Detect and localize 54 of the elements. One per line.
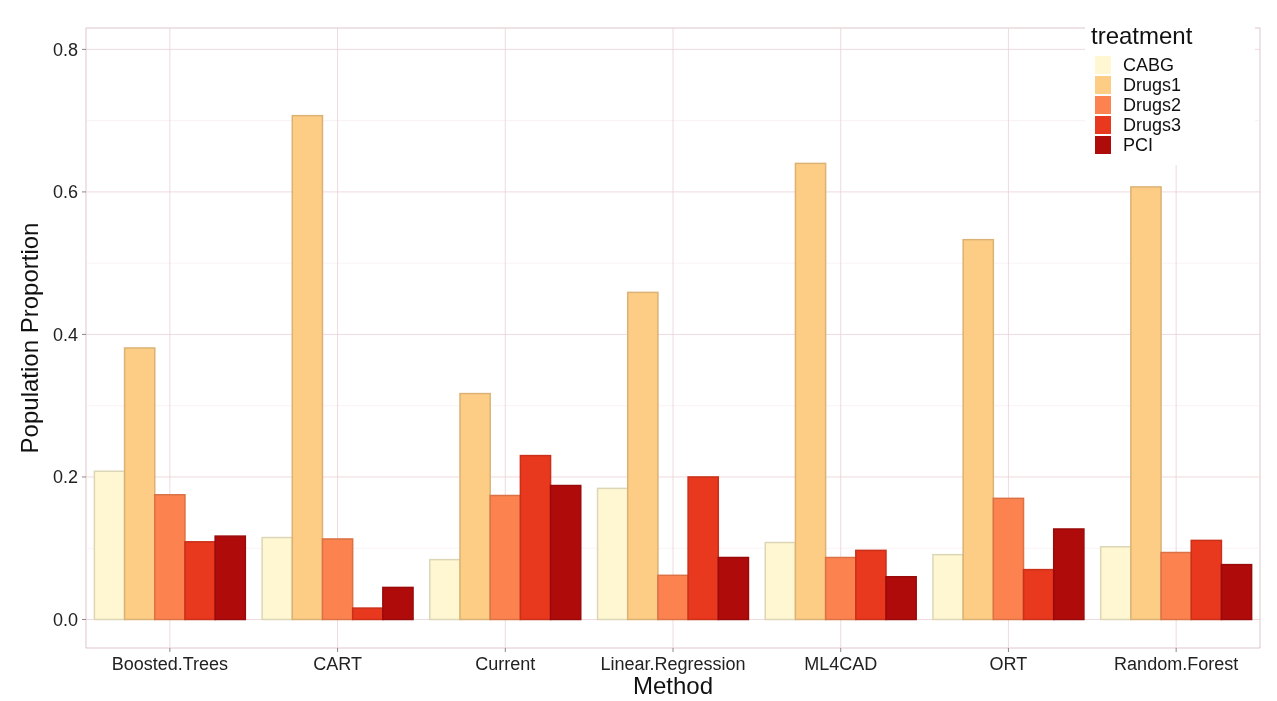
x-tick-label: Random.Forest <box>1114 654 1239 674</box>
bar <box>885 575 917 621</box>
bar <box>489 494 522 621</box>
bar <box>93 470 126 621</box>
bar <box>123 347 156 621</box>
legend-label: PCI <box>1123 135 1154 156</box>
bar <box>932 553 964 621</box>
bar <box>184 541 216 621</box>
y-tick-label: 0.4 <box>52 324 78 345</box>
y-tick-label: 0.2 <box>52 467 78 488</box>
bar <box>855 549 887 621</box>
legend-title: treatment <box>1091 22 1193 49</box>
legend-label: Drugs2 <box>1123 95 1182 116</box>
bar <box>1190 539 1223 621</box>
y-tick-label: 0.8 <box>52 39 78 60</box>
legend-label: CABG <box>1123 55 1175 76</box>
bar <box>687 476 720 621</box>
bar <box>549 484 582 621</box>
bar <box>291 114 324 621</box>
bar <box>1220 563 1253 621</box>
bar <box>794 162 827 621</box>
y-axis-title: Population Proportion <box>16 222 43 454</box>
x-tick-label: Linear.Regression <box>600 654 746 674</box>
bar <box>351 607 384 621</box>
bar <box>1022 568 1055 621</box>
x-tick-label: ML4CAD <box>804 654 878 674</box>
legend-label: Drugs3 <box>1123 115 1182 136</box>
bar <box>764 541 797 621</box>
bar <box>596 487 629 621</box>
bar <box>1052 528 1085 621</box>
bar <box>824 556 857 621</box>
x-tick-label: ORT <box>989 654 1028 674</box>
bar <box>382 586 414 621</box>
bar <box>261 536 294 621</box>
bar <box>1160 551 1192 621</box>
bar <box>1099 546 1132 621</box>
bar <box>459 392 491 621</box>
bar <box>1130 186 1162 621</box>
bar <box>214 535 247 621</box>
bar <box>519 454 552 621</box>
x-tick-label: Current <box>475 654 536 674</box>
x-tick-label: Boosted.Trees <box>111 654 229 674</box>
x-tick-label: CART <box>313 654 362 674</box>
bar <box>657 574 689 621</box>
bar <box>992 497 1025 621</box>
bar <box>626 291 659 621</box>
y-tick-label: 0.6 <box>52 182 78 203</box>
bar <box>154 494 186 621</box>
bar <box>962 238 995 621</box>
bar <box>321 538 354 621</box>
y-tick-label: 0.0 <box>52 609 78 630</box>
bar <box>429 558 461 621</box>
legend-label: Drugs1 <box>1123 75 1182 96</box>
bar <box>717 556 750 621</box>
